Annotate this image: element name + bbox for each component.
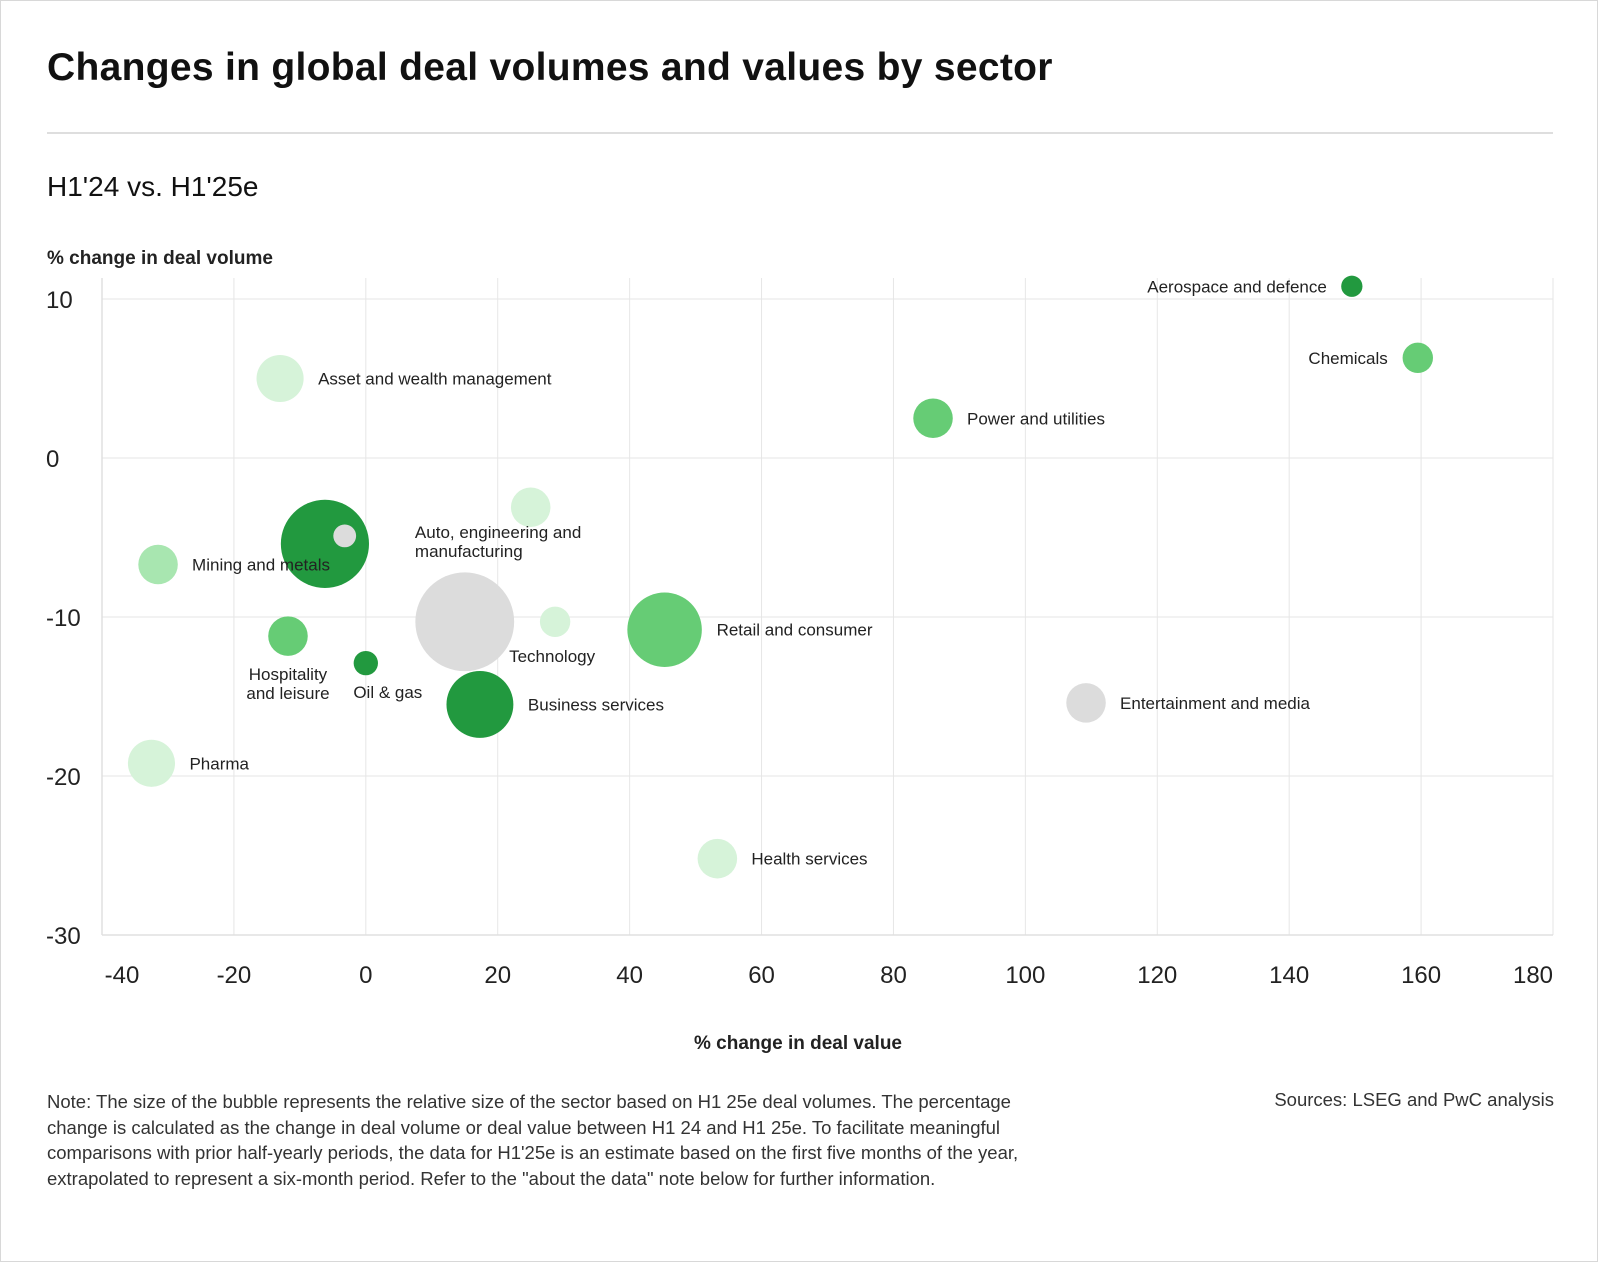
bubble [627,592,702,667]
bubble-label: Pharma [189,754,249,773]
bubble [1066,683,1106,723]
bubble-label: Auto, engineering and manufacturing [415,523,581,561]
bubble [1402,342,1433,374]
x-tick-label: 20 [484,962,511,989]
bubble [280,499,370,588]
x-tick-label: 180 [1513,962,1553,989]
bubble [446,671,514,738]
bubble [415,572,515,672]
x-tick-label: 40 [616,962,643,989]
bubble [1341,275,1363,297]
tick-labels: -40 -20 0 20 40 60 80 100 120 140 160 180100-10-20-… [46,287,1553,989]
bubble-label: Technology [509,647,596,666]
x-tick-label: 80 [880,962,907,989]
title-divider [47,132,1553,134]
bubble-label: Health services [751,850,867,869]
x-tick-label: 120 [1137,962,1177,989]
bubble [333,524,357,548]
x-axis-label: % change in deal value [694,1033,902,1054]
chart-subtitle: H1'24 vs. H1'25e [47,171,259,202]
bubble [353,650,378,676]
x-tick-label: 100 [1005,962,1045,989]
x-tick-label: 140 [1269,962,1309,989]
bubble [697,838,738,879]
bubble [127,739,176,787]
bubble-label: Aerospace and defence [1147,277,1327,296]
y-tick-label: -20 [46,764,81,791]
bubble-label: Entertainment and media [1120,694,1310,713]
bubble [256,354,304,403]
bubbles [127,275,1433,879]
bubble-label: Mining and metals [192,556,330,575]
y-tick-label: 0 [46,446,59,473]
x-tick-label: 60 [748,962,775,989]
bubble-labels: Aerospace and defence Chemicals Power and … [189,277,1387,868]
chart-title: Changes in global deal volumes and value… [47,46,1053,89]
y-axis-label: % change in deal volume [47,248,273,269]
x-tick-label: -40 [105,962,140,989]
sources-credit: Sources: LSEG and PwC analysis [1274,1089,1554,1110]
bubble [913,398,953,439]
y-tick-label: -10 [46,605,81,632]
grid-lines [101,278,1554,936]
x-tick-label: 160 [1401,962,1441,989]
bubble-chart: -40 -20 0 20 40 60 80 100 120 140 160 180100-10-20-… [46,248,1554,1054]
bubble-label: Hospitality and leisure [246,665,329,703]
footnote: Note: The size of the bubble represents … [47,1091,1019,1189]
bubble-label: Power and utilities [967,409,1105,428]
bubble [268,616,308,656]
bubble [510,487,551,528]
bubble-label: Retail and consumer [717,621,873,640]
y-tick-label: 10 [46,287,73,314]
bubble [539,606,571,637]
bubble-label: Business services [528,695,664,714]
bubble-label: Chemicals [1308,349,1387,368]
bubble-label: Oil & gas [353,683,422,702]
y-tick-label: -30 [46,923,81,950]
x-tick-label: 0 [359,962,372,989]
x-tick-label: -20 [217,962,252,989]
bubble-label: Asset and wealth management [318,370,552,389]
bubble [138,544,178,585]
